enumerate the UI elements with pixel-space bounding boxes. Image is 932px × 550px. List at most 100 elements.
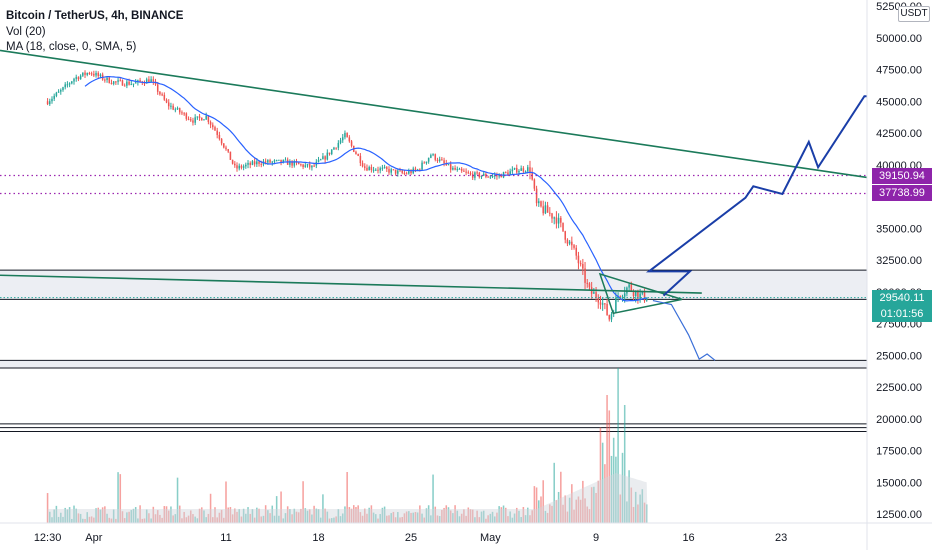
volume-bar	[355, 507, 357, 523]
price-axis[interactable]: 12500.00 15000.00 17500.00 20000.00 22500.00…	[866, 0, 922, 550]
candle-body	[150, 79, 152, 83]
candle-body	[469, 173, 472, 175]
time-tick-label: May	[480, 532, 501, 544]
candle-body	[386, 167, 388, 170]
candle-body	[317, 159, 320, 162]
candle-body	[546, 205, 549, 213]
volume-bar	[245, 513, 247, 523]
volume-bar	[159, 514, 161, 523]
support-resistance-zones	[0, 269, 867, 432]
candle-body	[579, 263, 582, 265]
candle-body	[165, 99, 168, 103]
candle-body	[64, 84, 66, 88]
candle-body	[394, 169, 397, 174]
volume-bar	[500, 507, 503, 523]
time-axis[interactable]: 12:30 Apr 11 18 25 May 9 16 23	[0, 522, 932, 544]
candle-body	[245, 164, 247, 167]
bar-countdown-tag: 01:01:56	[872, 305, 932, 322]
volume-bar	[443, 507, 445, 523]
candle-body	[62, 87, 64, 91]
volume-bar	[339, 516, 342, 523]
volume-bar	[328, 518, 331, 523]
candle-body	[527, 167, 529, 172]
candlestick-series	[46, 70, 648, 323]
candle-body	[599, 302, 602, 305]
volume-bar	[372, 512, 375, 523]
candle-body	[242, 166, 245, 168]
candle-body	[145, 79, 148, 84]
volume-bar	[315, 508, 318, 523]
volume-bar	[238, 509, 240, 523]
candle-body	[214, 127, 216, 131]
candle-body	[326, 152, 329, 160]
candle-body	[425, 161, 428, 164]
ma-indicator-label[interactable]: MA (18, close, 0, SMA, 5)	[6, 41, 137, 53]
candle-body	[324, 156, 326, 160]
volume-indicator-label[interactable]: Vol (20)	[6, 25, 46, 38]
candle-body	[308, 164, 311, 168]
candle-body	[375, 169, 377, 171]
volume-bar	[604, 464, 606, 523]
candle-body	[128, 81, 130, 85]
candle-body	[392, 169, 395, 171]
volume-bar	[51, 517, 53, 523]
candle-body	[216, 130, 218, 135]
symbol-title[interactable]: Bitcoin / TetherUS, 4h, BINANCE	[6, 10, 184, 22]
volume-bar	[137, 518, 139, 523]
volume-bar	[527, 507, 529, 523]
volume-bar	[170, 506, 172, 523]
volume-bar	[562, 504, 564, 523]
volume-bar	[386, 515, 388, 523]
candle-body	[68, 83, 71, 85]
volume-bar	[192, 514, 194, 523]
volume-bar	[571, 484, 573, 523]
time-tick-label: 12:30	[34, 532, 62, 544]
candle-body	[478, 172, 481, 178]
candle-body	[491, 175, 494, 177]
volume-bar	[291, 514, 293, 523]
time-tick-label: 16	[682, 532, 694, 544]
candle-body	[432, 154, 434, 156]
volume-bar	[520, 517, 522, 523]
candle-body	[341, 137, 344, 141]
candle-body	[55, 92, 58, 96]
candle-body	[549, 212, 551, 214]
price-tick-label: 12500.00	[876, 509, 922, 521]
volume-bar	[447, 507, 450, 523]
candle-body	[225, 147, 227, 150]
candle-body	[249, 162, 252, 165]
candle-body	[405, 173, 408, 175]
candle-body	[408, 171, 410, 174]
volume-bar	[306, 510, 309, 523]
candle-body	[634, 290, 637, 297]
volume-bar	[110, 518, 113, 523]
candle-body	[551, 213, 553, 219]
candle-body	[628, 284, 630, 288]
price-tick-label: 47500.00	[876, 65, 922, 77]
price-tick-label: 20000.00	[876, 414, 922, 426]
candle-body	[447, 164, 450, 166]
volume-bar	[172, 515, 174, 523]
candle-body	[573, 245, 575, 248]
candle-body	[553, 217, 555, 219]
candle-body	[223, 143, 225, 148]
candle-body	[480, 175, 483, 178]
volume-bar	[557, 491, 560, 523]
candle-body	[443, 160, 445, 164]
drawing-tools[interactable]	[0, 49, 868, 361]
candle-body	[167, 102, 170, 107]
candle-body	[253, 161, 256, 165]
volume-bar	[533, 486, 536, 523]
volume-bar	[326, 511, 329, 523]
candle-body	[597, 298, 600, 303]
candle-body	[110, 83, 113, 85]
candle-body	[518, 170, 520, 173]
triangle-pattern	[598, 272, 683, 315]
volume-bar	[95, 508, 97, 523]
volume-bar	[538, 500, 540, 523]
volume-bar	[141, 518, 144, 523]
volume-bar	[240, 516, 243, 523]
candle-body	[189, 119, 192, 121]
currency-badge[interactable]: USDT	[898, 6, 930, 22]
